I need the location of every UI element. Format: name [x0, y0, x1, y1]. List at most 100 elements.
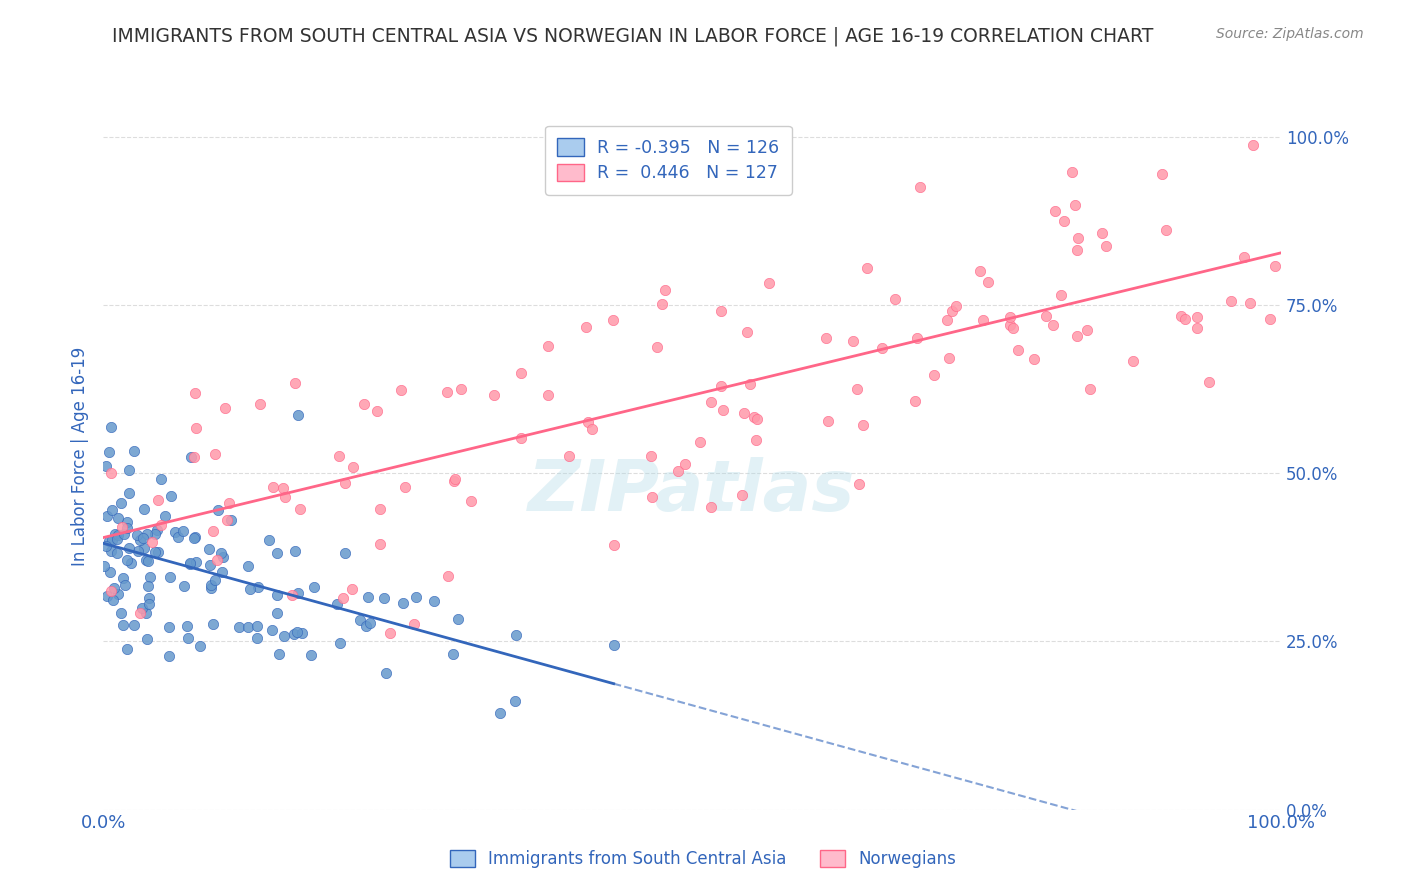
Point [1050, 288, 1073, 302]
Point [1154, 223, 1177, 237]
Point [122, 444, 145, 458]
Point [1060, 164, 1083, 178]
Point [291, 625, 314, 640]
Point [349, 613, 371, 627]
Point [368, 501, 391, 516]
Point [342, 459, 364, 474]
Point [260, 624, 283, 638]
Point [205, 552, 228, 566]
Point [1091, 226, 1114, 240]
Point [122, 618, 145, 632]
Point [460, 493, 482, 508]
Point [163, 525, 186, 540]
Point [1067, 231, 1090, 245]
Point [745, 412, 768, 426]
Point [733, 406, 755, 420]
Point [450, 382, 472, 396]
Point [107, 511, 129, 525]
Point [183, 531, 205, 545]
Text: Source: ZipAtlas.com: Source: ZipAtlas.com [1216, 27, 1364, 41]
Point [145, 545, 167, 559]
Point [941, 303, 963, 318]
Point [1239, 296, 1261, 310]
Point [207, 503, 229, 517]
Point [115, 553, 138, 567]
Point [180, 450, 202, 464]
Legend: Immigrants from South Central Asia, Norwegians: Immigrants from South Central Asia, Norw… [443, 843, 963, 875]
Point [378, 626, 401, 640]
Point [211, 550, 233, 565]
Point [342, 582, 364, 596]
Point [129, 533, 152, 547]
Point [510, 431, 533, 445]
Point [284, 543, 307, 558]
Point [110, 606, 132, 620]
Point [202, 617, 225, 632]
Point [160, 489, 183, 503]
Text: ZIPatlas: ZIPatlas [529, 457, 856, 526]
Point [846, 382, 869, 396]
Point [842, 334, 865, 348]
Point [179, 556, 201, 570]
Point [96, 589, 118, 603]
Point [482, 387, 505, 401]
Point [143, 527, 166, 541]
Point [817, 414, 839, 428]
Point [651, 297, 673, 311]
Point [1064, 198, 1087, 212]
Point [183, 385, 205, 400]
Point [200, 581, 222, 595]
Point [173, 580, 195, 594]
Point [645, 340, 668, 354]
Point [218, 496, 240, 510]
Point [689, 434, 711, 449]
Point [444, 472, 467, 486]
Point [1185, 310, 1208, 324]
Point [200, 578, 222, 592]
Point [1264, 259, 1286, 273]
Point [654, 284, 676, 298]
Point [101, 593, 124, 607]
Point [1066, 243, 1088, 257]
Point [172, 524, 194, 538]
Point [157, 648, 180, 663]
Point [1002, 320, 1025, 334]
Point [136, 554, 159, 568]
Point [131, 601, 153, 615]
Point [447, 611, 470, 625]
Point [149, 517, 172, 532]
Point [284, 376, 307, 390]
Point [333, 546, 356, 560]
Point [1066, 328, 1088, 343]
Point [537, 388, 560, 402]
Point [129, 607, 152, 621]
Point [184, 530, 207, 544]
Point [188, 640, 211, 654]
Point [905, 330, 928, 344]
Point [910, 180, 932, 194]
Point [262, 480, 284, 494]
Point [118, 463, 141, 477]
Point [236, 559, 259, 574]
Point [711, 403, 734, 417]
Point [148, 545, 170, 559]
Point [603, 538, 626, 552]
Point [394, 481, 416, 495]
Point [710, 304, 733, 318]
Point [176, 619, 198, 633]
Point [884, 292, 907, 306]
Point [155, 509, 177, 524]
Point [150, 471, 173, 485]
Point [125, 528, 148, 542]
Point [96, 539, 118, 553]
Point [112, 571, 135, 585]
Point [373, 591, 395, 605]
Point [735, 325, 758, 339]
Point [641, 490, 664, 504]
Point [730, 488, 752, 502]
Point [742, 410, 765, 425]
Point [998, 318, 1021, 332]
Point [855, 260, 877, 275]
Point [246, 631, 269, 645]
Point [758, 276, 780, 290]
